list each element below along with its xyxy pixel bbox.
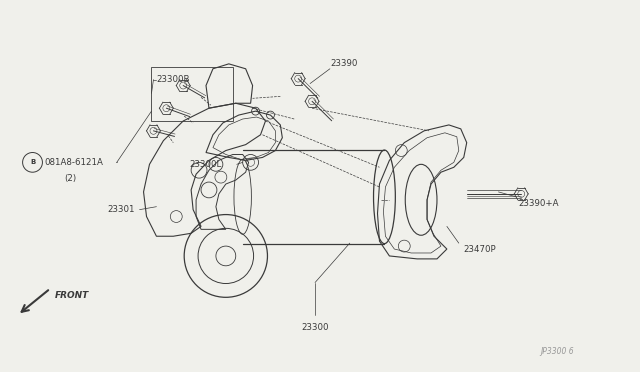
- Text: 23301: 23301: [107, 205, 134, 214]
- Text: 23390: 23390: [330, 60, 357, 68]
- Text: 23470P: 23470P: [464, 244, 497, 254]
- Text: 23300L: 23300L: [189, 160, 221, 169]
- Text: FRONT: FRONT: [54, 291, 88, 300]
- Text: 23300B: 23300B: [156, 75, 190, 84]
- Text: B: B: [30, 159, 35, 166]
- Text: (2): (2): [64, 174, 76, 183]
- Text: 081A8-6121A: 081A8-6121A: [44, 158, 103, 167]
- Text: 23390+A: 23390+A: [518, 199, 559, 208]
- Text: 23300: 23300: [301, 323, 329, 332]
- Text: JP3300 6: JP3300 6: [540, 347, 573, 356]
